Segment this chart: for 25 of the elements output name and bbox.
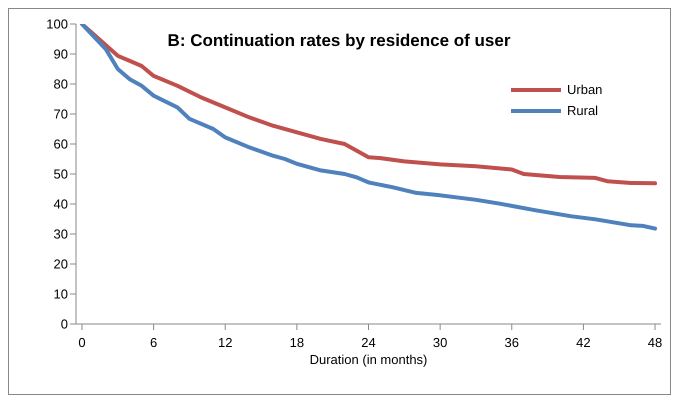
y-tick-label: 100 [46, 16, 68, 32]
x-tick-label: 0 [78, 335, 86, 350]
x-tick-label: 30 [432, 335, 448, 350]
y-tick-label: 40 [54, 196, 68, 212]
y-tick-label: 20 [54, 256, 68, 272]
chart-title: B: Continuation rates by residence of user [166, 31, 512, 51]
y-tick-label: 90 [54, 46, 68, 62]
y-tick-label: 0 [60, 316, 68, 332]
x-tick-label: 36 [504, 335, 519, 350]
y-tick-label: 70 [54, 106, 68, 122]
x-tick-label: 12 [218, 335, 232, 350]
x-axis-title: Duration (in months) [310, 352, 428, 367]
x-tick-label: 48 [648, 335, 662, 350]
x-tick-label: 18 [290, 335, 304, 350]
x-tick-label: 6 [150, 335, 158, 350]
y-tick-label: 10 [54, 286, 68, 302]
x-tick-label: 42 [576, 335, 591, 350]
y-tick-label: 80 [54, 76, 68, 92]
line-series [80, 24, 658, 231]
y-tick-label: 60 [54, 136, 68, 152]
y-tick-label: 50 [54, 166, 68, 182]
y-tick-label: 30 [54, 226, 68, 242]
legend-label: Rural [567, 103, 598, 118]
legend-label: Urban [567, 82, 602, 97]
x-tick-label: 24 [361, 335, 376, 350]
